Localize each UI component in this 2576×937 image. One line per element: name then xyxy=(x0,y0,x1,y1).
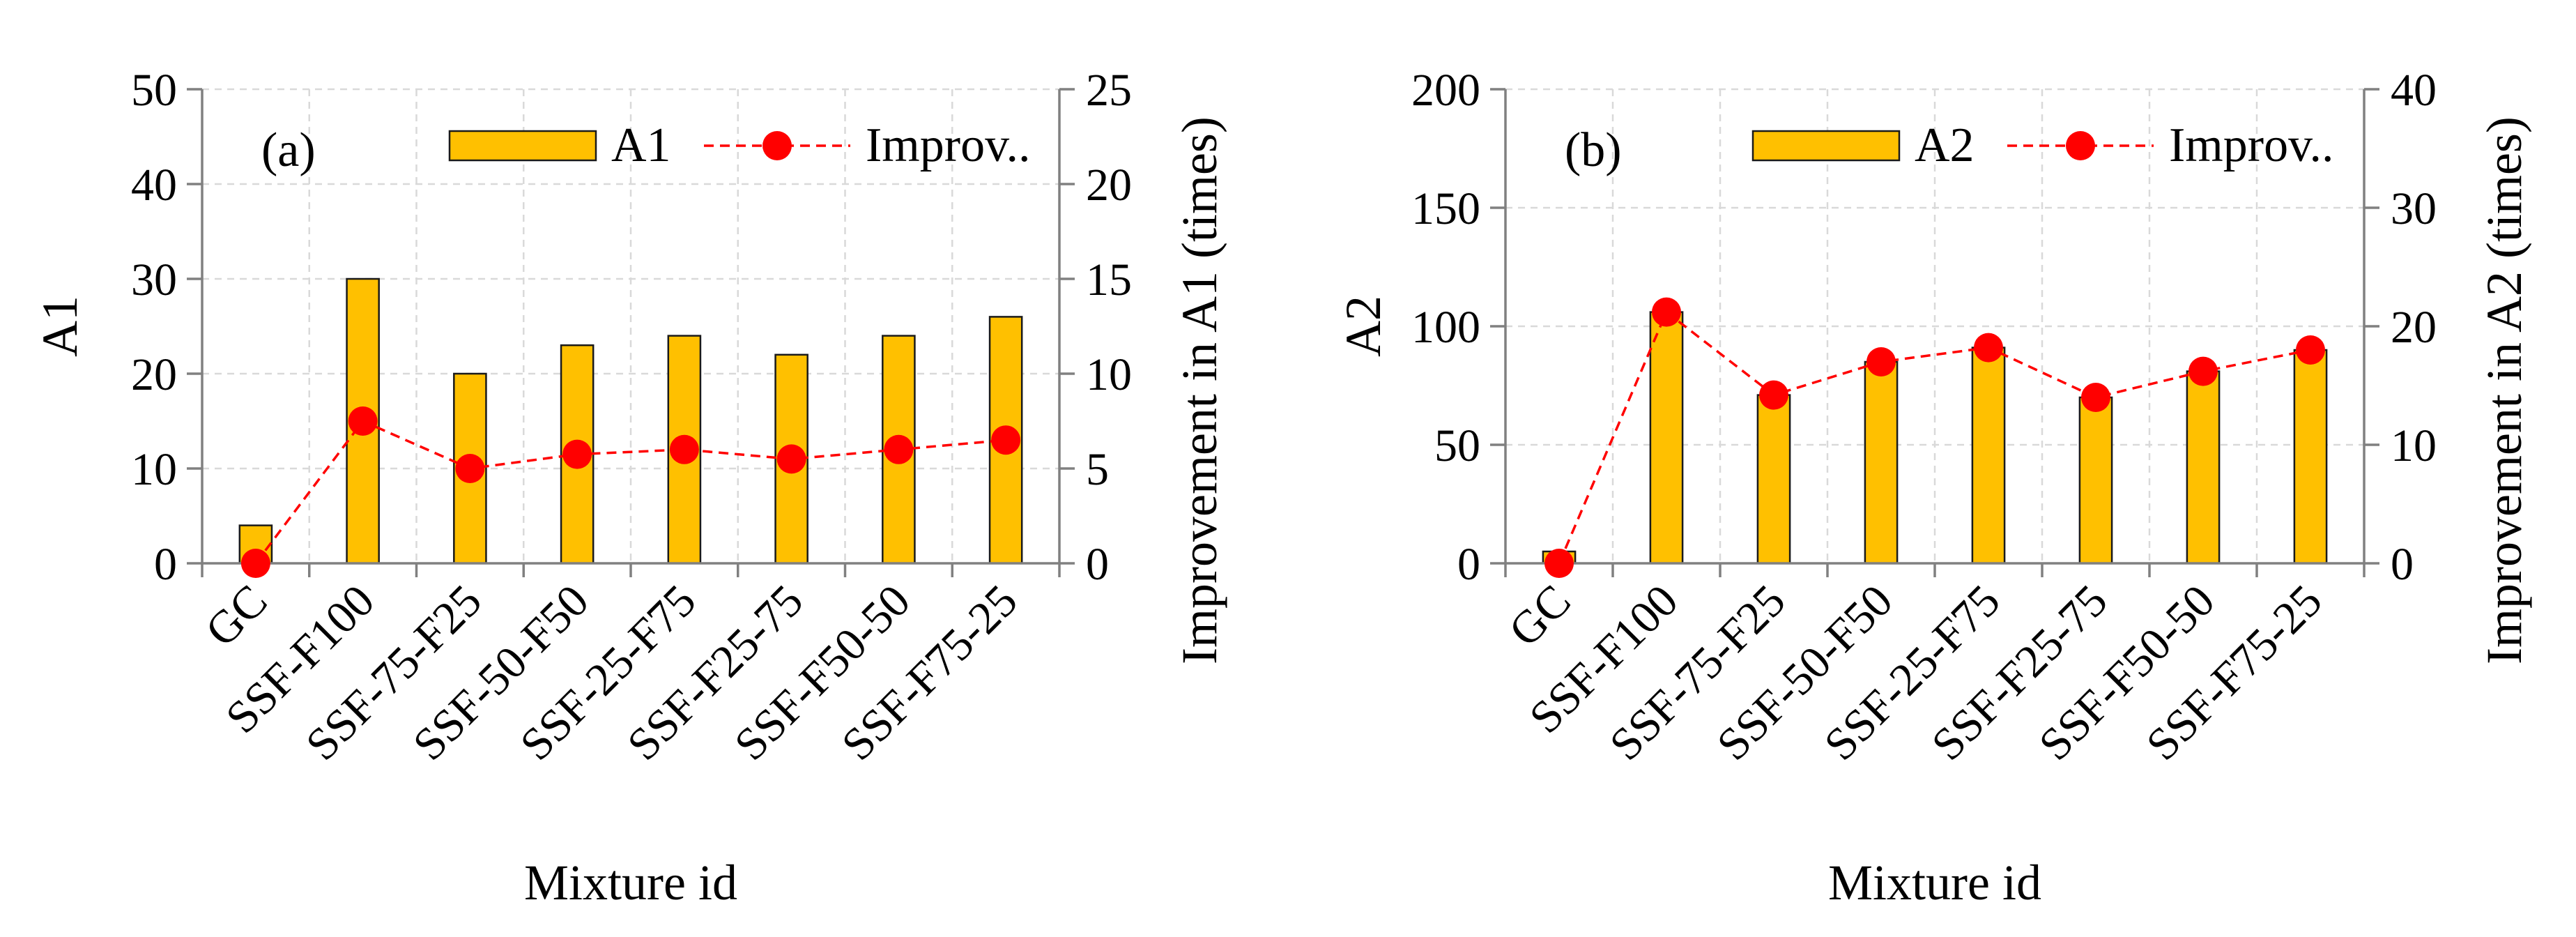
chart-panel-b: 050100150200010203040GCSSF-F100SSF-75-F2… xyxy=(1335,65,2532,911)
point-SSF-F100 xyxy=(1652,297,1681,327)
bar-A2-SSF-50-F50 xyxy=(1864,360,1899,565)
y-tick-label: 150 xyxy=(1411,183,1480,234)
point-SSF-75-F25 xyxy=(1759,380,1788,410)
y-axis-title: A1 xyxy=(32,296,88,357)
bar-A2-SSF-F100 xyxy=(1649,311,1684,565)
point-SSF-F100 xyxy=(348,406,378,436)
x-axis-title: Mixture id xyxy=(1828,855,2041,911)
y-tick-label: 100 xyxy=(1411,302,1480,353)
bar-A2-SSF-F50-50 xyxy=(2186,370,2221,565)
bar-A2-SSF-25-F75 xyxy=(1971,346,2006,565)
panel-label: (a) xyxy=(261,123,316,177)
legend-bar-label: A1 xyxy=(611,119,671,172)
point-SSF-25-F75 xyxy=(669,434,699,464)
point-SSF-75-F25 xyxy=(455,454,485,483)
legend: A2 Improv.. xyxy=(1751,119,2334,172)
y-tick-label: 50 xyxy=(1434,420,1480,471)
legend-line-marker xyxy=(2066,131,2095,160)
y-tick-label: 10 xyxy=(131,444,177,495)
y-tick-label: 0 xyxy=(1457,539,1480,590)
line-Improv.. xyxy=(1558,310,2311,564)
y2-tick-label: 10 xyxy=(2391,420,2437,471)
point-SSF-F75-25 xyxy=(2296,335,2325,365)
y-axis-title: A2 xyxy=(1335,296,1391,357)
y2-tick-label: 0 xyxy=(1086,539,1109,590)
legend-bar-label: A2 xyxy=(1915,119,1975,172)
y-tick-label: 20 xyxy=(131,349,177,400)
y-tick-label: 200 xyxy=(1411,65,1480,116)
legend-line-label: Improv.. xyxy=(866,119,1031,172)
y-tick-label: 50 xyxy=(131,65,177,116)
point-SSF-F50-50 xyxy=(884,434,914,464)
point-SSF-50-F50 xyxy=(562,439,592,469)
y2-tick-label: 5 xyxy=(1086,444,1109,495)
y-tick-label: 0 xyxy=(154,539,177,590)
legend-line-marker xyxy=(762,131,792,160)
y2-tick-label: 20 xyxy=(2391,302,2437,353)
panel-label: (b) xyxy=(1565,123,1622,177)
y2-axis-title: Improvement in A2 (times) xyxy=(2476,116,2532,664)
legend-bar-swatch xyxy=(448,130,597,162)
line-Improv.. xyxy=(254,419,1006,565)
y-tick-label: 40 xyxy=(131,160,177,211)
y2-axis-title: Improvement in A1 (times) xyxy=(1172,116,1227,664)
x-axis-title: Mixture id xyxy=(524,855,737,911)
y2-tick-label: 20 xyxy=(1086,160,1132,211)
x-tick-label: GC xyxy=(196,575,277,656)
point-GC xyxy=(1544,549,1574,578)
point-SSF-25-F75 xyxy=(1974,333,2003,363)
chart-panel-a: 010203040500510152025GCSSF-F100SSF-75-F2… xyxy=(32,65,1227,911)
y2-tick-label: 25 xyxy=(1086,65,1132,116)
y2-tick-label: 30 xyxy=(2391,183,2437,234)
bar-A2-SSF-F75-25 xyxy=(2293,349,2328,565)
point-SSF-50-F50 xyxy=(1866,347,1896,376)
legend-bar-swatch xyxy=(1751,130,1901,162)
point-GC xyxy=(240,549,270,578)
legend-line-label: Improv.. xyxy=(2169,119,2334,172)
y2-tick-label: 0 xyxy=(2391,539,2414,590)
y2-tick-label: 10 xyxy=(1086,349,1132,400)
y-tick-label: 30 xyxy=(131,254,177,305)
legend: A1 Improv.. xyxy=(448,119,1031,172)
y2-tick-label: 40 xyxy=(2391,65,2437,116)
y2-tick-label: 15 xyxy=(1086,254,1132,305)
point-SSF-F50-50 xyxy=(2188,356,2218,386)
bar-A2-SSF-75-F25 xyxy=(1756,394,1791,565)
bar-A2-SSF-F25-75 xyxy=(2078,396,2113,565)
point-SSF-F75-25 xyxy=(991,425,1021,455)
point-SSF-F25-75 xyxy=(2081,383,2110,412)
point-SSF-F25-75 xyxy=(776,444,806,474)
x-tick-label: GC xyxy=(1499,575,1580,656)
